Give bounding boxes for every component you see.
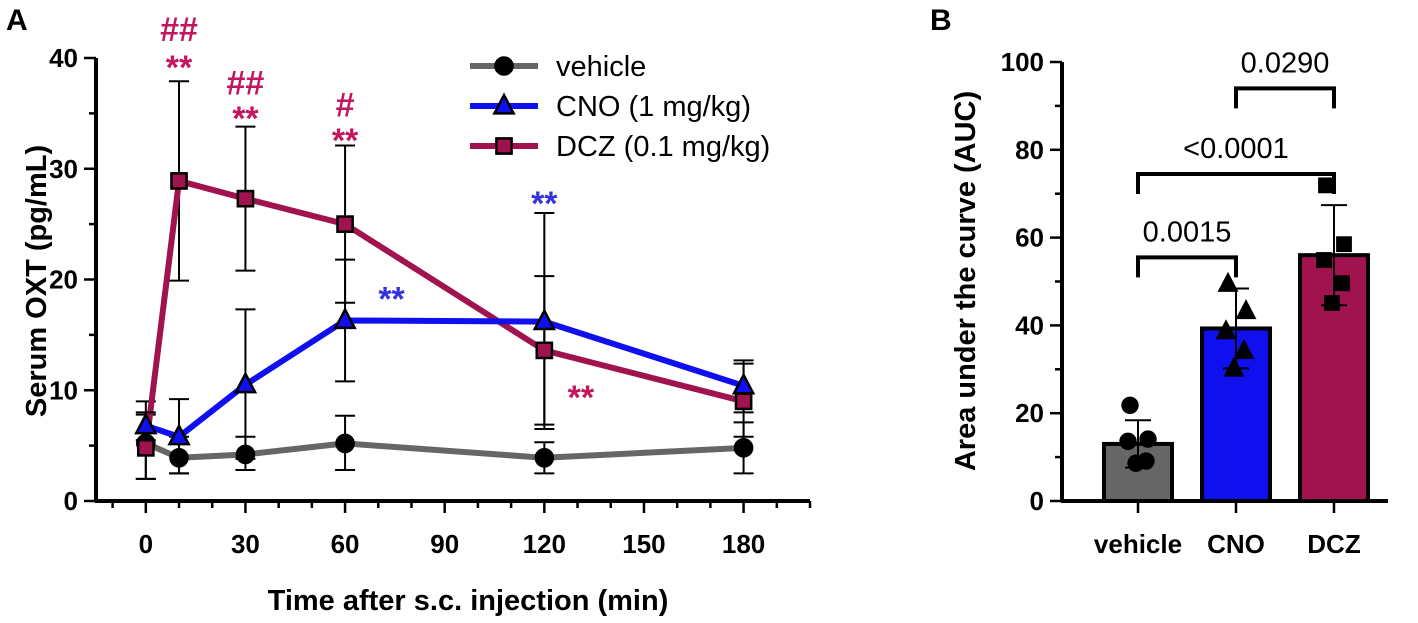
panel-b-bar-chart: Area under the curve (AUC) 0 20 40 60 80 100 v… bbox=[950, 47, 1388, 559]
legend-marker bbox=[492, 92, 516, 115]
bar-CNO-datapoint bbox=[1223, 356, 1245, 377]
panel-a-xtick-label: 150 bbox=[622, 529, 665, 559]
panel-b-xtick-label: vehicle bbox=[1094, 529, 1182, 559]
comparison-bracket: <0.0001 bbox=[1136, 133, 1336, 194]
series-2-line bbox=[142, 177, 745, 449]
significance-annotation: ** bbox=[568, 379, 595, 417]
series-1-point bbox=[532, 307, 556, 331]
comparison-bracket-line bbox=[1136, 171, 1336, 194]
panel-b-ytick-label: 0 bbox=[1030, 486, 1044, 516]
bar-DCZ-datapoint bbox=[1336, 236, 1352, 253]
significance-annotation: ** bbox=[166, 49, 193, 87]
panel-a-xtick-label: 180 bbox=[722, 529, 765, 559]
series-0-point bbox=[335, 433, 355, 454]
significance-annotation: ** bbox=[378, 280, 405, 318]
series-0-point bbox=[733, 438, 754, 458]
series-2-point bbox=[136, 438, 155, 457]
series-0-point bbox=[235, 444, 256, 465]
series-1-point bbox=[731, 372, 756, 395]
panel-a-xtick-label: 0 bbox=[139, 529, 153, 559]
bar-CNO-datapoint bbox=[1217, 271, 1239, 292]
significance-annotation: ## bbox=[227, 64, 265, 102]
series-1-point bbox=[233, 371, 258, 394]
significance-annotation: # bbox=[336, 87, 355, 125]
legend-item: DCZ (0.1 mg/kg) bbox=[470, 131, 770, 163]
comparison-bracket: 0.0290 bbox=[1234, 47, 1336, 109]
legend-label: CNO (1 mg/kg) bbox=[556, 91, 751, 123]
panel-b-ytick-label: 80 bbox=[1015, 135, 1044, 165]
panel-a-ytick-label: 10 bbox=[49, 375, 78, 405]
series-0-line bbox=[144, 440, 744, 461]
bar-CNO-datapoint bbox=[1233, 339, 1255, 360]
panel-b-xtick-label: DCZ bbox=[1307, 529, 1361, 559]
series-2-point bbox=[535, 341, 554, 360]
panel-a-ytick-label: 0 bbox=[64, 486, 78, 516]
panel-b-xtick-label: CNO bbox=[1207, 529, 1265, 559]
panel-a-ytick-label: 20 bbox=[49, 265, 78, 295]
bar-DCZ-datapoint bbox=[1324, 295, 1340, 311]
series-0-point bbox=[534, 448, 555, 468]
bar-DCZ-datapoint bbox=[1318, 177, 1334, 194]
panel-a-ytick-label: 30 bbox=[49, 154, 78, 184]
panel-b-ytick-label: 40 bbox=[1015, 310, 1044, 340]
panel-a-ytick-label: 40 bbox=[49, 43, 78, 73]
panel-a-ylabel: Serum OXT (pg/mL) bbox=[21, 145, 53, 417]
series-2-markers bbox=[136, 172, 753, 457]
legend-marker bbox=[494, 56, 514, 76]
legend-label: vehicle bbox=[556, 51, 646, 83]
panel-a-xtick-label: 90 bbox=[430, 529, 459, 559]
series-1-point bbox=[333, 306, 357, 330]
panel-a-xlabel: Time after s.c. injection (min) bbox=[268, 585, 669, 617]
significance-annotation: ** bbox=[531, 185, 558, 223]
bar-DCZ-datapoint bbox=[1316, 252, 1332, 268]
panel-b-ylabel: Area under the curve (AUC) bbox=[950, 91, 982, 471]
panel-a-xtick-label: 30 bbox=[231, 529, 260, 559]
comparison-bracket: 0.0015 bbox=[1136, 216, 1238, 278]
comparison-p-value: <0.0001 bbox=[1183, 133, 1289, 165]
series-1-point bbox=[134, 412, 158, 435]
bar-vehicle-datapoint bbox=[1127, 454, 1145, 472]
series-0-group bbox=[135, 413, 754, 480]
series-2-point bbox=[734, 392, 753, 411]
panel-b-ytick-label: 60 bbox=[1015, 223, 1044, 253]
bar-vehicle-datapoint bbox=[1121, 396, 1139, 414]
bar-DCZ-datapoint bbox=[1334, 275, 1350, 292]
panel-a-xtick-label: 120 bbox=[523, 529, 566, 559]
legend-label: DCZ (0.1 mg/kg) bbox=[556, 131, 770, 163]
bar-CNO-datapoint bbox=[1235, 299, 1257, 320]
series-2-point bbox=[236, 189, 255, 208]
comparison-p-value: 0.0015 bbox=[1143, 216, 1232, 248]
bar-vehicle-datapoint bbox=[1119, 432, 1137, 450]
panel-a-xtick-label: 60 bbox=[331, 529, 360, 559]
legend-item: vehicle bbox=[470, 51, 646, 83]
bar-vehicle-datapoint bbox=[1139, 430, 1157, 448]
comparison-bracket-line bbox=[1234, 86, 1336, 109]
panel-b-ytick-label: 20 bbox=[1015, 398, 1044, 428]
legend-marker bbox=[495, 137, 513, 155]
significance-annotation: ## bbox=[160, 11, 198, 49]
series-1-point bbox=[167, 423, 191, 446]
significance-annotation: ** bbox=[332, 122, 359, 160]
bar-CNO-datapoint bbox=[1215, 319, 1237, 340]
significance-annotation: ** bbox=[232, 100, 259, 138]
comparison-bracket-line bbox=[1136, 255, 1238, 278]
series-1-markers bbox=[134, 306, 756, 446]
panel-label-b: B bbox=[930, 4, 952, 37]
series-0-point bbox=[169, 448, 189, 468]
series-2-point bbox=[170, 172, 188, 190]
panel-b-ytick-label: 100 bbox=[1001, 47, 1044, 77]
panel-a-line-chart: Serum OXT (pg/mL) Time after s.c. inject… bbox=[21, 11, 812, 617]
series-1-group bbox=[135, 212, 754, 475]
legend-item: CNO (1 mg/kg) bbox=[470, 91, 751, 123]
comparison-p-value: 0.0290 bbox=[1241, 47, 1330, 79]
panel-label-a: A bbox=[6, 4, 28, 37]
series-2-point bbox=[336, 215, 354, 233]
